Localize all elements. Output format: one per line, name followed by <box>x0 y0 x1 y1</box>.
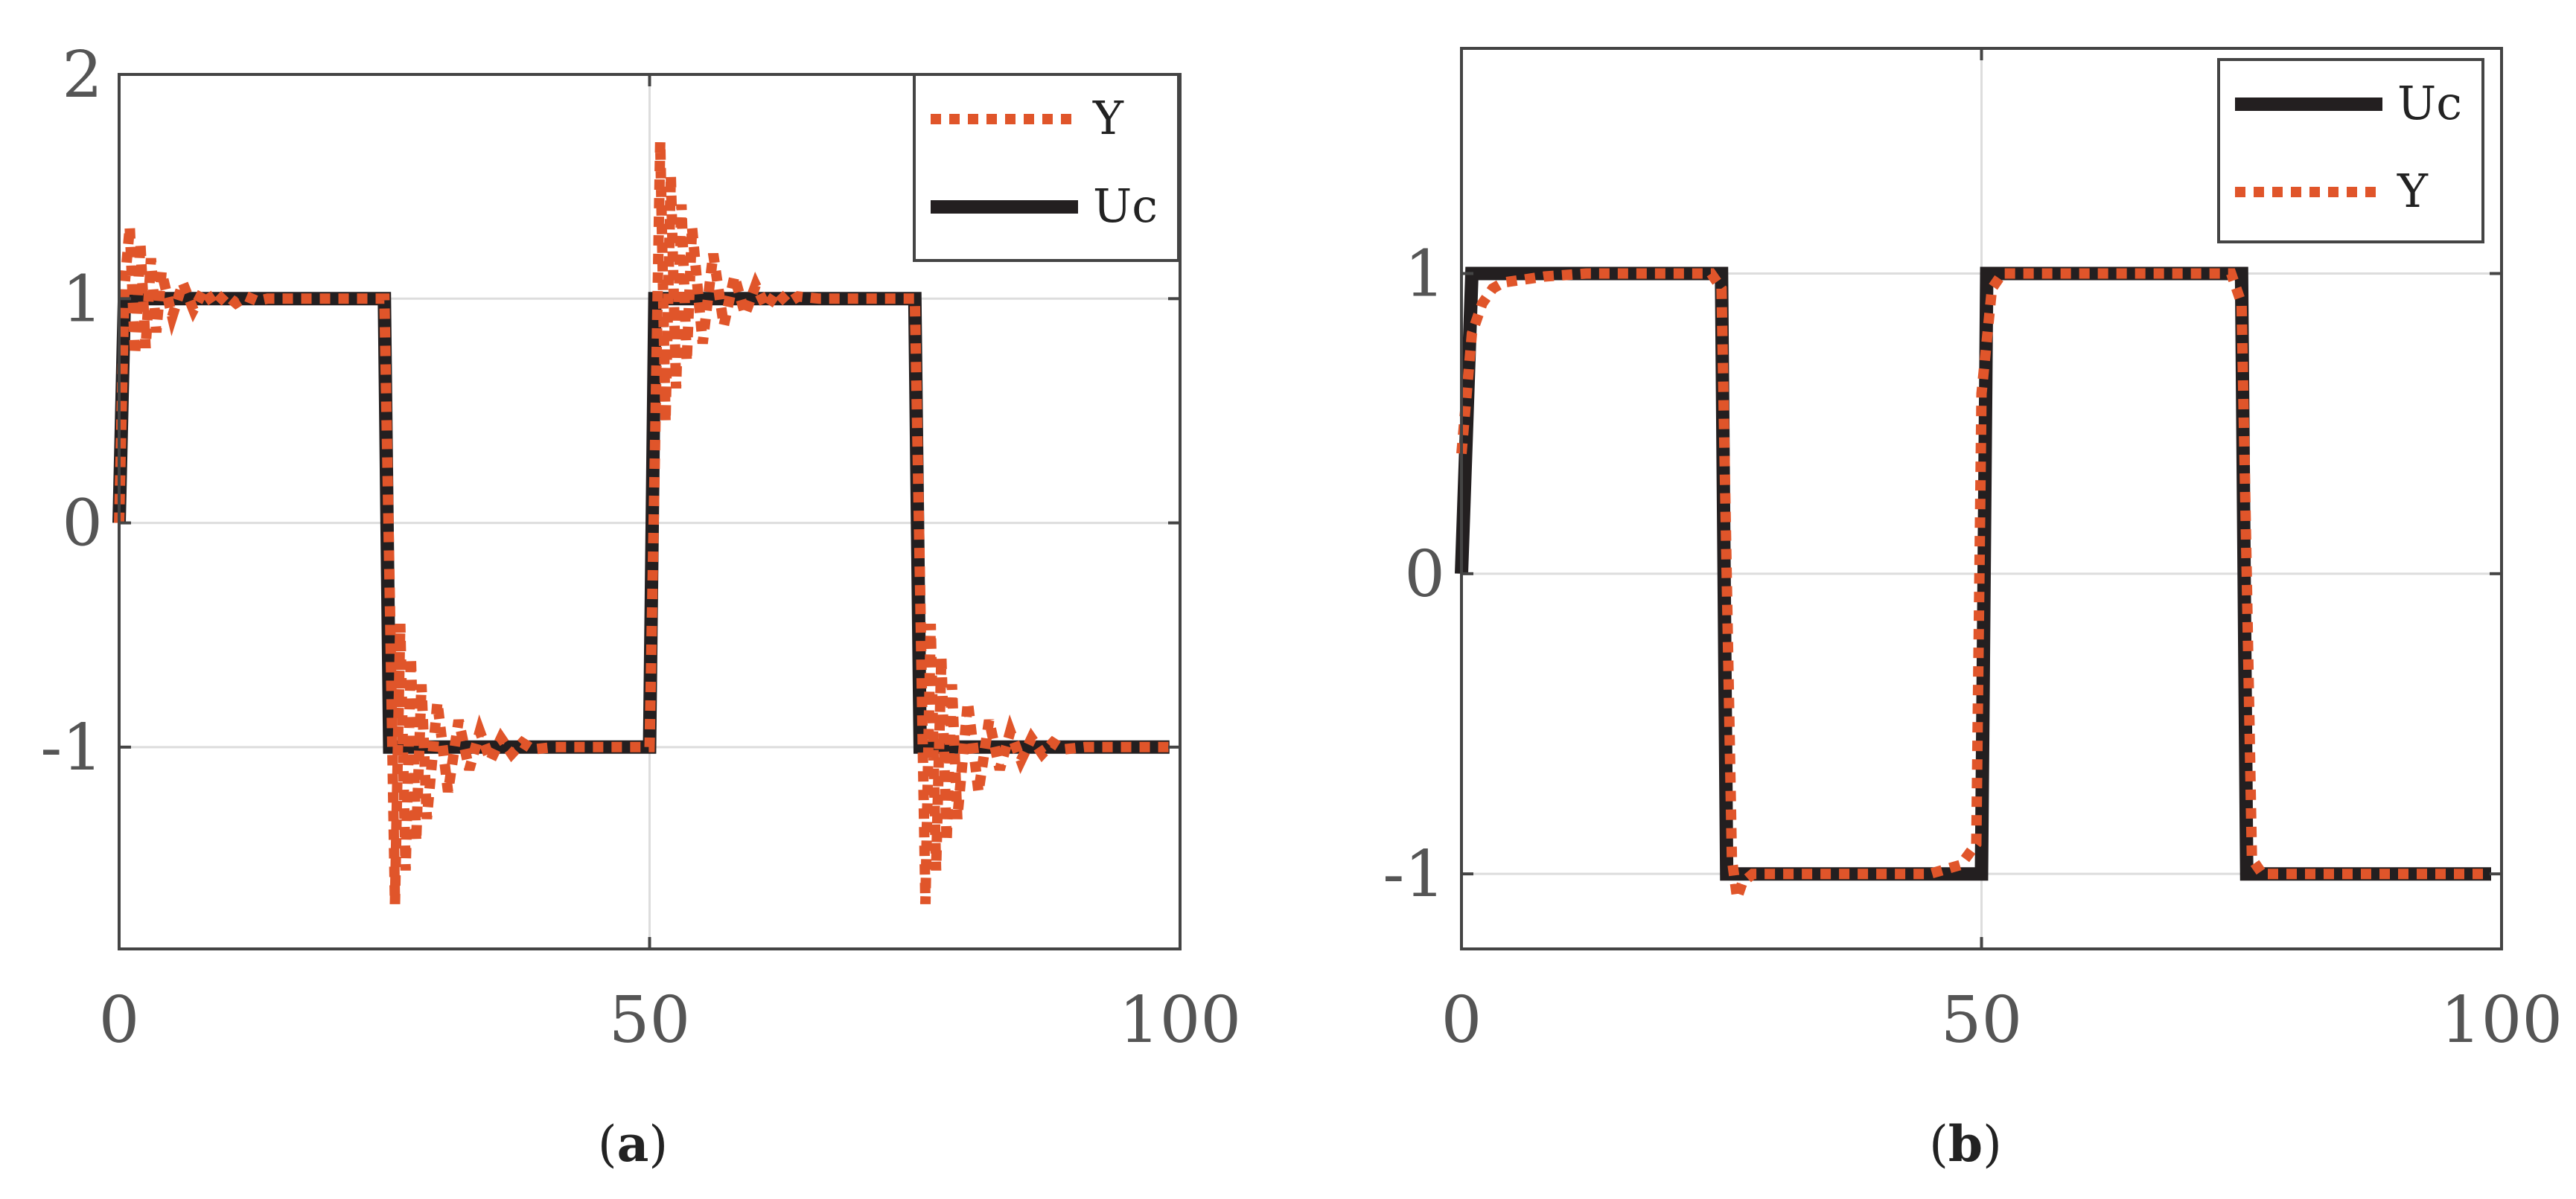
caption-letter: a <box>617 1115 649 1173</box>
legend-label-y: Y <box>1092 91 1124 145</box>
caption-close: ) <box>648 1116 668 1173</box>
y-tick-label: 2 <box>62 38 103 112</box>
chart-a: 0 50 100 -1 0 1 2 Y Uc (a) <box>40 38 1241 1173</box>
subfigure-caption: (a) <box>598 1115 668 1173</box>
y-tick-label: -1 <box>40 711 103 785</box>
x-tick-label: 100 <box>1119 983 1241 1058</box>
subfigure-caption: (b) <box>1929 1115 2002 1173</box>
legend-label-uc: Uc <box>1093 179 1158 233</box>
series-line-y <box>114 141 1170 904</box>
caption-letter: b <box>1948 1115 1983 1173</box>
x-tick-label: 0 <box>1441 983 1482 1058</box>
caption-open: ( <box>598 1116 617 1173</box>
legend-label-uc: Uc <box>2397 76 2462 130</box>
y-tick-label: 0 <box>62 487 103 561</box>
y-tick-label: -1 <box>1383 837 1445 912</box>
y-tick-label: 1 <box>1404 237 1445 312</box>
y-tick-label: 1 <box>62 262 103 336</box>
caption-close: ) <box>1983 1116 2002 1173</box>
x-tick-label: 0 <box>99 983 140 1058</box>
series-line-y <box>1456 268 2491 900</box>
series-line-uc <box>1455 266 2491 881</box>
legend-label-y: Y <box>2397 164 2429 218</box>
legend: Y Uc <box>913 73 1180 262</box>
chart-b: 0 50 100 -1 0 1 Uc Y (b) <box>1383 47 2563 1173</box>
legend: Uc Y <box>2217 58 2484 243</box>
y-tick-label: 0 <box>1404 537 1445 612</box>
legend-box <box>2217 58 2484 243</box>
x-tick-label: 50 <box>609 983 690 1058</box>
x-tick-label: 100 <box>2440 983 2563 1058</box>
caption-open: ( <box>1929 1116 1948 1173</box>
legend-box <box>913 73 1180 262</box>
x-tick-label: 50 <box>1941 983 2022 1058</box>
